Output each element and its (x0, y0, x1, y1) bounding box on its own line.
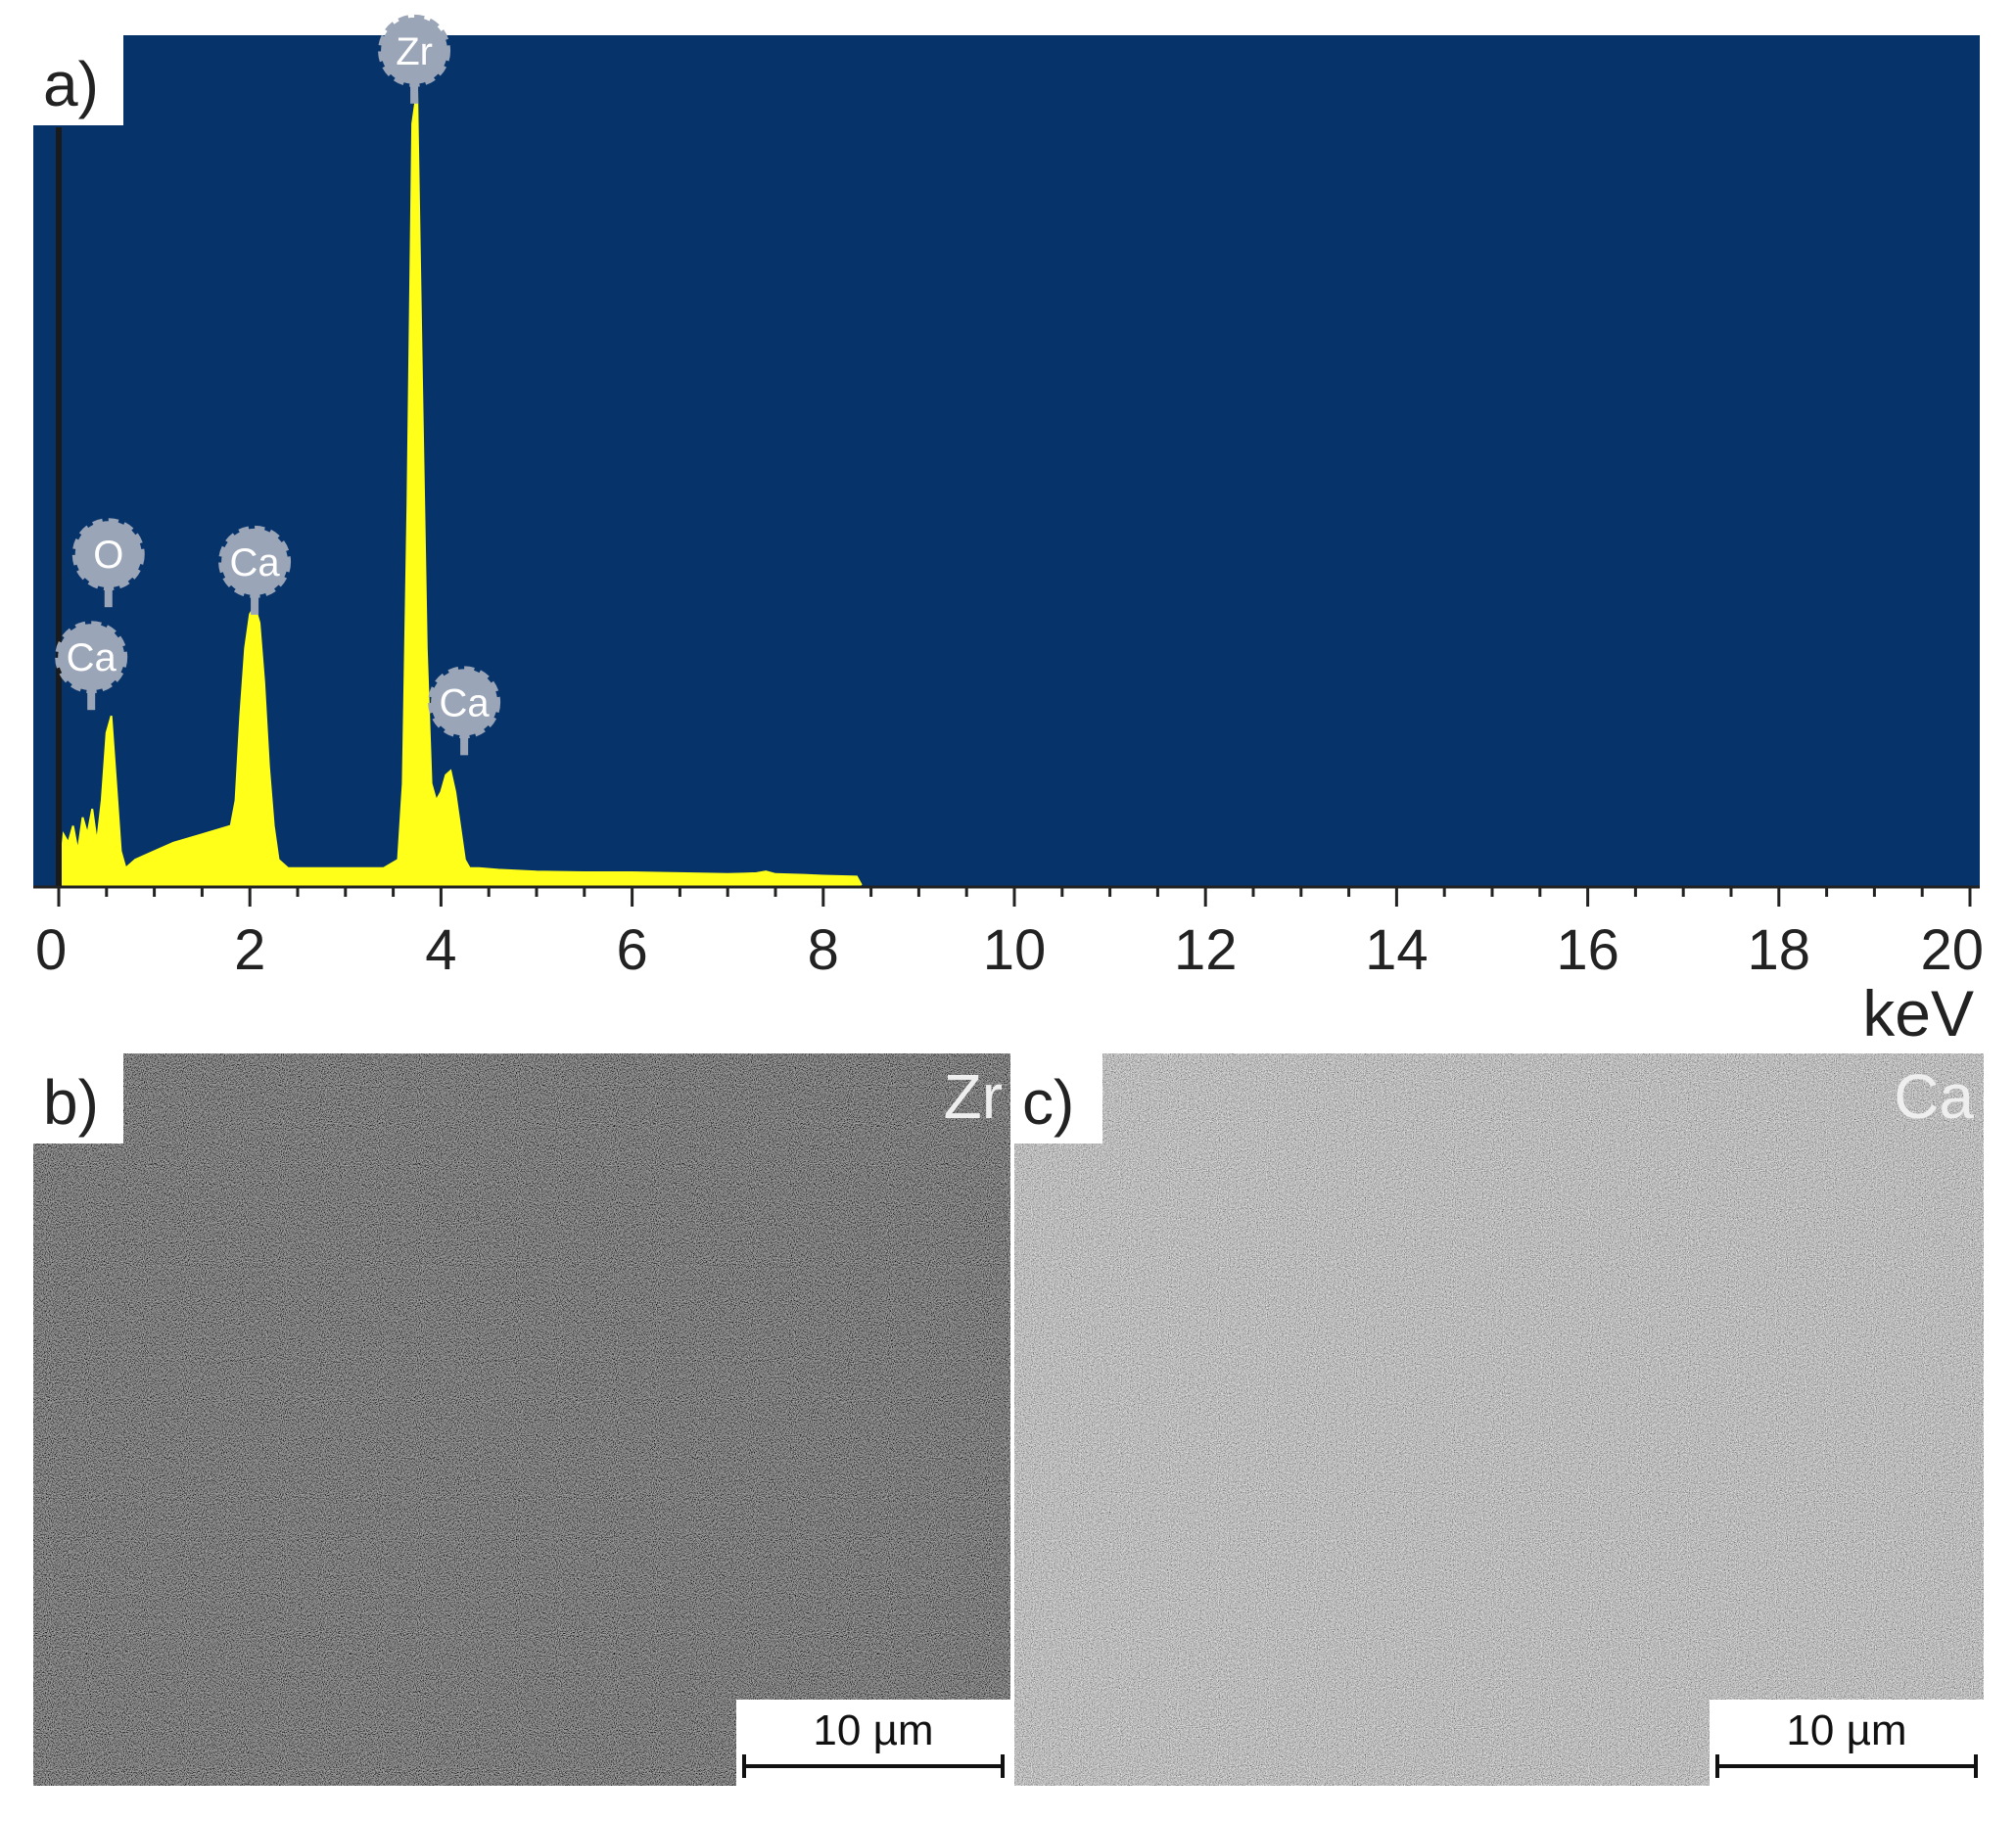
ca-scale-bar (1715, 1754, 1978, 1778)
panel-a-label: a) (43, 49, 99, 119)
x-tick-label: 8 (808, 918, 839, 982)
zr-map-panel: b) Zr 10 µm (33, 1053, 1010, 1786)
peak-label-text: Ca (230, 541, 281, 584)
peak-marker-circle (71, 518, 145, 591)
zr-map-noise (33, 1053, 1010, 1786)
peak-label-o-2: O (71, 518, 145, 608)
peak-marker-circle (55, 621, 128, 694)
zr-map-element-label: Zr (944, 1061, 1003, 1132)
x-tick-label: 18 (1748, 918, 1811, 982)
ca-scale-bar-label: 10 µm (1786, 1706, 1906, 1754)
peak-label-ca-4: Ca (428, 666, 501, 756)
peak-label-text: Ca (67, 636, 117, 679)
zr-scale-bar-label: 10 µm (813, 1706, 933, 1754)
x-tick-label: 14 (1365, 918, 1429, 982)
zr-scale-bar-box (736, 1700, 1010, 1786)
ca-scale-bar-box (1710, 1700, 1984, 1786)
x-tick-label: 4 (425, 918, 456, 982)
x-tick-label: 16 (1556, 918, 1619, 982)
peak-label-ca-1: Ca (218, 525, 292, 615)
zr-scale-bar (742, 1754, 1005, 1778)
panel-b-label-box (33, 1053, 123, 1144)
x-axis-unit: keV (1862, 977, 1974, 1050)
x-tick-label: 20 (1920, 918, 1984, 982)
spectrum-series-area (57, 89, 863, 886)
peak-label-ca-3: Ca (55, 621, 128, 711)
x-tick-label: 0 (35, 918, 67, 982)
x-axis-ticks: 0 2 4 6 8 10 12 14 16 18 20 (35, 887, 1984, 982)
peak-marker-circle (218, 525, 292, 598)
peak-label-text: Ca (440, 681, 491, 724)
ca-map-noise (1014, 1053, 1984, 1786)
spectrum-plot-area (33, 35, 1980, 887)
peak-label-text: O (93, 534, 123, 577)
x-tick-label: 12 (1174, 918, 1238, 982)
peak-marker-circle (378, 14, 451, 87)
x-tick-label: 6 (616, 918, 647, 982)
panel-c-label: c) (1022, 1067, 1074, 1138)
panel-b-label: b) (43, 1067, 99, 1138)
spectrum-panel: Zr Ca O Ca Ca a) 0 2 4 6 8 10 12 14 16 18 20 keV (33, 14, 1984, 1050)
ca-map-element-label: Ca (1894, 1061, 1974, 1132)
peak-label-text: Zr (396, 30, 433, 73)
x-tick-label: 2 (234, 918, 265, 982)
x-tick-label: 10 (983, 918, 1047, 982)
ca-map-panel: c) Ca 10 µm (1012, 1053, 1984, 1786)
panel-a-label-box (33, 35, 123, 125)
panel-c-label-box (1012, 1053, 1102, 1144)
peak-labels: Zr Ca O Ca Ca (55, 14, 501, 756)
peak-marker-circle (428, 666, 501, 739)
peak-label-zr-0: Zr (378, 14, 451, 104)
